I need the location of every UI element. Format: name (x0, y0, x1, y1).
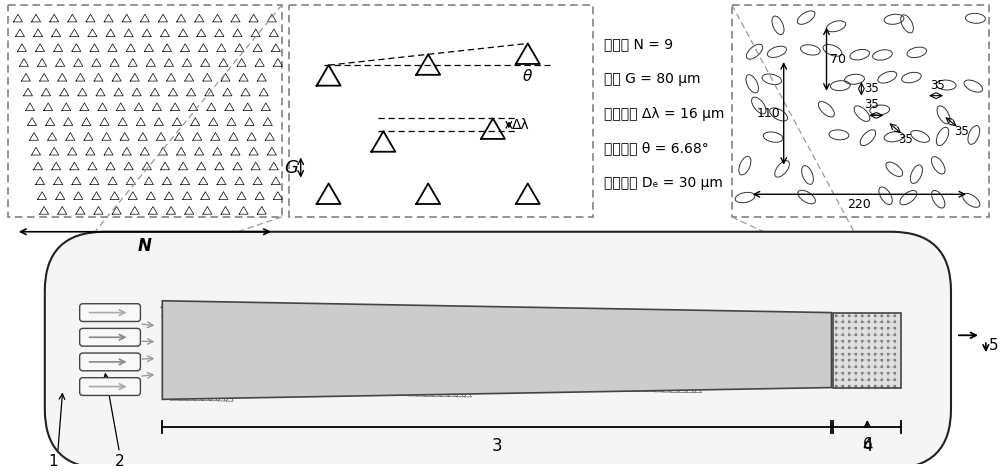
Text: 220: 220 (848, 198, 871, 211)
FancyBboxPatch shape (45, 232, 951, 469)
Bar (289, 5, 593, 217)
Text: 35: 35 (954, 125, 969, 138)
Bar (833, 313, 901, 388)
FancyBboxPatch shape (80, 378, 140, 396)
Text: 35: 35 (864, 82, 879, 95)
Text: 110: 110 (757, 107, 781, 120)
FancyBboxPatch shape (80, 353, 140, 371)
Text: θ: θ (523, 69, 532, 84)
Text: 迁移角度 θ = 6.68°: 迁移角度 θ = 6.68° (604, 141, 709, 155)
Bar (8, 5, 282, 217)
Text: 1: 1 (48, 454, 58, 469)
Text: 35: 35 (864, 98, 879, 112)
Text: 2: 2 (115, 454, 124, 469)
Text: 临界直径 Dₑ = 30 μm: 临界直径 Dₑ = 30 μm (604, 176, 723, 189)
Bar (732, 5, 989, 217)
FancyBboxPatch shape (80, 304, 140, 322)
Text: 4: 4 (862, 437, 873, 455)
Text: 35: 35 (931, 79, 945, 92)
Text: 周期性 N = 9: 周期性 N = 9 (604, 38, 674, 51)
Polygon shape (162, 301, 831, 399)
Text: G: G (284, 159, 298, 177)
Text: Δλ: Δλ (512, 118, 530, 132)
Text: 5: 5 (989, 338, 998, 353)
Text: 6: 6 (862, 437, 872, 452)
Text: 横向位移 Δλ = 16 μm: 横向位移 Δλ = 16 μm (604, 106, 725, 121)
Text: 3: 3 (492, 437, 502, 455)
Text: 70: 70 (830, 53, 846, 65)
Text: 间隙 G = 80 μm: 间隙 G = 80 μm (604, 72, 701, 86)
FancyBboxPatch shape (80, 328, 140, 346)
Text: 35: 35 (898, 133, 913, 146)
Text: N: N (138, 236, 152, 255)
